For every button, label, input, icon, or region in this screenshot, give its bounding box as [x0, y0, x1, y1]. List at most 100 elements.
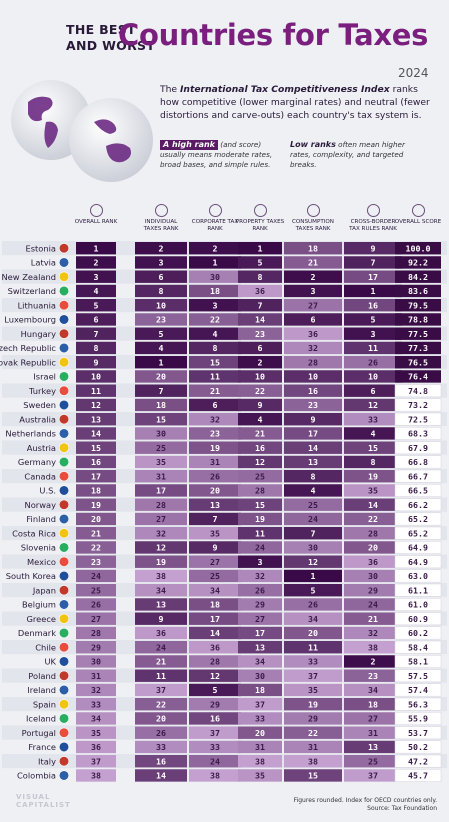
trophy-icon [89, 204, 103, 217]
table-row: Portugal 35 26 37 20 22 31 53.7 [2, 725, 447, 740]
cell-property-bar [238, 356, 282, 369]
cell-score-bar [394, 555, 442, 569]
cell-overall: 31 [91, 671, 101, 681]
cell-property: 18 [255, 685, 265, 695]
cell-property: 3 [258, 557, 263, 567]
cell-consumption: 28 [308, 357, 318, 367]
flag-icon [58, 670, 70, 681]
cell-overall-bar [76, 669, 116, 682]
cell-overall-bar [76, 284, 116, 298]
cell-crossborder: 25 [368, 756, 378, 766]
cell-crossborder: 3 [371, 329, 376, 339]
cell-consumption-bar [284, 341, 342, 355]
cell-individual-bar [135, 413, 187, 426]
cell-corporate: 17 [210, 614, 220, 624]
cell-corporate: 23 [210, 429, 220, 439]
cell-individual: 1 [159, 357, 164, 367]
cell-overall: 12 [91, 400, 101, 410]
cell-property-bar [238, 541, 282, 554]
cell-individual: 27 [156, 514, 166, 524]
cell-score-bar [394, 498, 442, 512]
cell-score: 100.0 [406, 243, 431, 253]
cell-property: 31 [255, 742, 265, 752]
country-name: Israel [33, 372, 56, 382]
building-icon [208, 204, 222, 217]
cell-consumption-bar [284, 740, 342, 754]
table-row: Netherlands 14 30 23 21 17 4 68.3 [5, 427, 442, 440]
cell-score: 76.5 [408, 357, 428, 367]
cell-individual: 22 [156, 699, 166, 709]
cell-overall-bar [76, 398, 116, 412]
cell-crossborder: 5 [371, 315, 376, 325]
cell-overall-bar [76, 356, 116, 369]
cell-crossborder: 26 [368, 357, 378, 367]
cell-individual-bar [135, 584, 187, 597]
legend-low-text: often mean higher rates, complexity, and… [290, 140, 405, 169]
cell-score: 66.5 [408, 486, 428, 496]
cell-overall-bar [76, 327, 116, 340]
cell-individual-bar [135, 698, 187, 711]
cell-overall-bar [76, 384, 116, 397]
cell-crossborder-bar [344, 541, 402, 554]
cell-individual: 4 [159, 343, 164, 353]
cell-crossborder: 33 [368, 414, 378, 424]
flag-icon [58, 371, 70, 382]
cell-consumption: 35 [308, 685, 318, 695]
cell-corporate-bar [189, 655, 241, 668]
country-name: Canada [24, 471, 56, 481]
cell-individual: 26 [156, 728, 166, 738]
cell-crossborder-bar [344, 655, 402, 668]
cell-consumption: 29 [308, 714, 318, 724]
flag-icon [58, 599, 70, 610]
cell-crossborder: 29 [368, 585, 378, 595]
cell-overall-bar [76, 341, 116, 355]
cell-property: 8 [258, 272, 263, 282]
cell-score: 72.5 [408, 414, 428, 424]
country-name: France [28, 742, 56, 752]
cell-corporate-bar [189, 698, 241, 711]
cell-crossborder: 12 [368, 400, 378, 410]
table-row: Canada 17 31 26 25 8 19 66.7 [2, 469, 447, 484]
cell-consumption-bar [284, 384, 342, 397]
table-row: Norway 19 28 13 15 25 14 66.2 [2, 497, 447, 512]
cell-consumption-bar [284, 270, 342, 283]
cell-score-bar [395, 327, 441, 340]
cell-overall: 6 [94, 315, 99, 325]
cell-overall-bar [76, 698, 116, 711]
cell-corporate-bar [189, 769, 241, 782]
cell-score: 56.3 [408, 699, 428, 709]
cell-property-bar [238, 299, 282, 312]
cell-crossborder: 27 [368, 714, 378, 724]
cell-overall-bar [76, 498, 116, 511]
cell-corporate: 38 [210, 771, 220, 781]
cell-consumption-bar [284, 370, 342, 383]
cell-overall-bar [76, 299, 116, 312]
cell-corporate-bar [189, 256, 241, 269]
cell-crossborder: 34 [368, 685, 378, 695]
cell-consumption-bar [284, 242, 342, 255]
cell-score: 61.1 [408, 585, 428, 595]
cell-overall: 18 [91, 486, 101, 496]
cell-consumption: 18 [308, 243, 318, 253]
cell-corporate-bar [189, 527, 241, 540]
cell-score: 77.3 [408, 343, 428, 353]
cell-consumption: 14 [308, 443, 318, 453]
cell-property-bar [238, 555, 282, 568]
country-name: Lithuania [18, 300, 56, 310]
cell-score-bar [394, 398, 442, 412]
cell-crossborder: 28 [368, 528, 378, 538]
cell-overall: 20 [91, 514, 101, 524]
cell-score-bar [395, 313, 441, 326]
cell-corporate-bar [189, 641, 241, 654]
cell-corporate-bar [189, 669, 241, 682]
cell-crossborder-bar [344, 341, 402, 355]
cell-consumption: 27 [308, 300, 318, 310]
cell-individual: 7 [159, 386, 164, 396]
cell-consumption-bar [284, 284, 342, 298]
table-row: Slovenia 22 12 9 24 30 20 64.9 [21, 541, 442, 554]
cell-consumption: 10 [308, 372, 318, 382]
cell-corporate-bar [189, 755, 241, 768]
cell-corporate-bar [189, 370, 241, 383]
cell-individual-bar [135, 398, 187, 412]
cell-individual: 9 [159, 614, 164, 624]
